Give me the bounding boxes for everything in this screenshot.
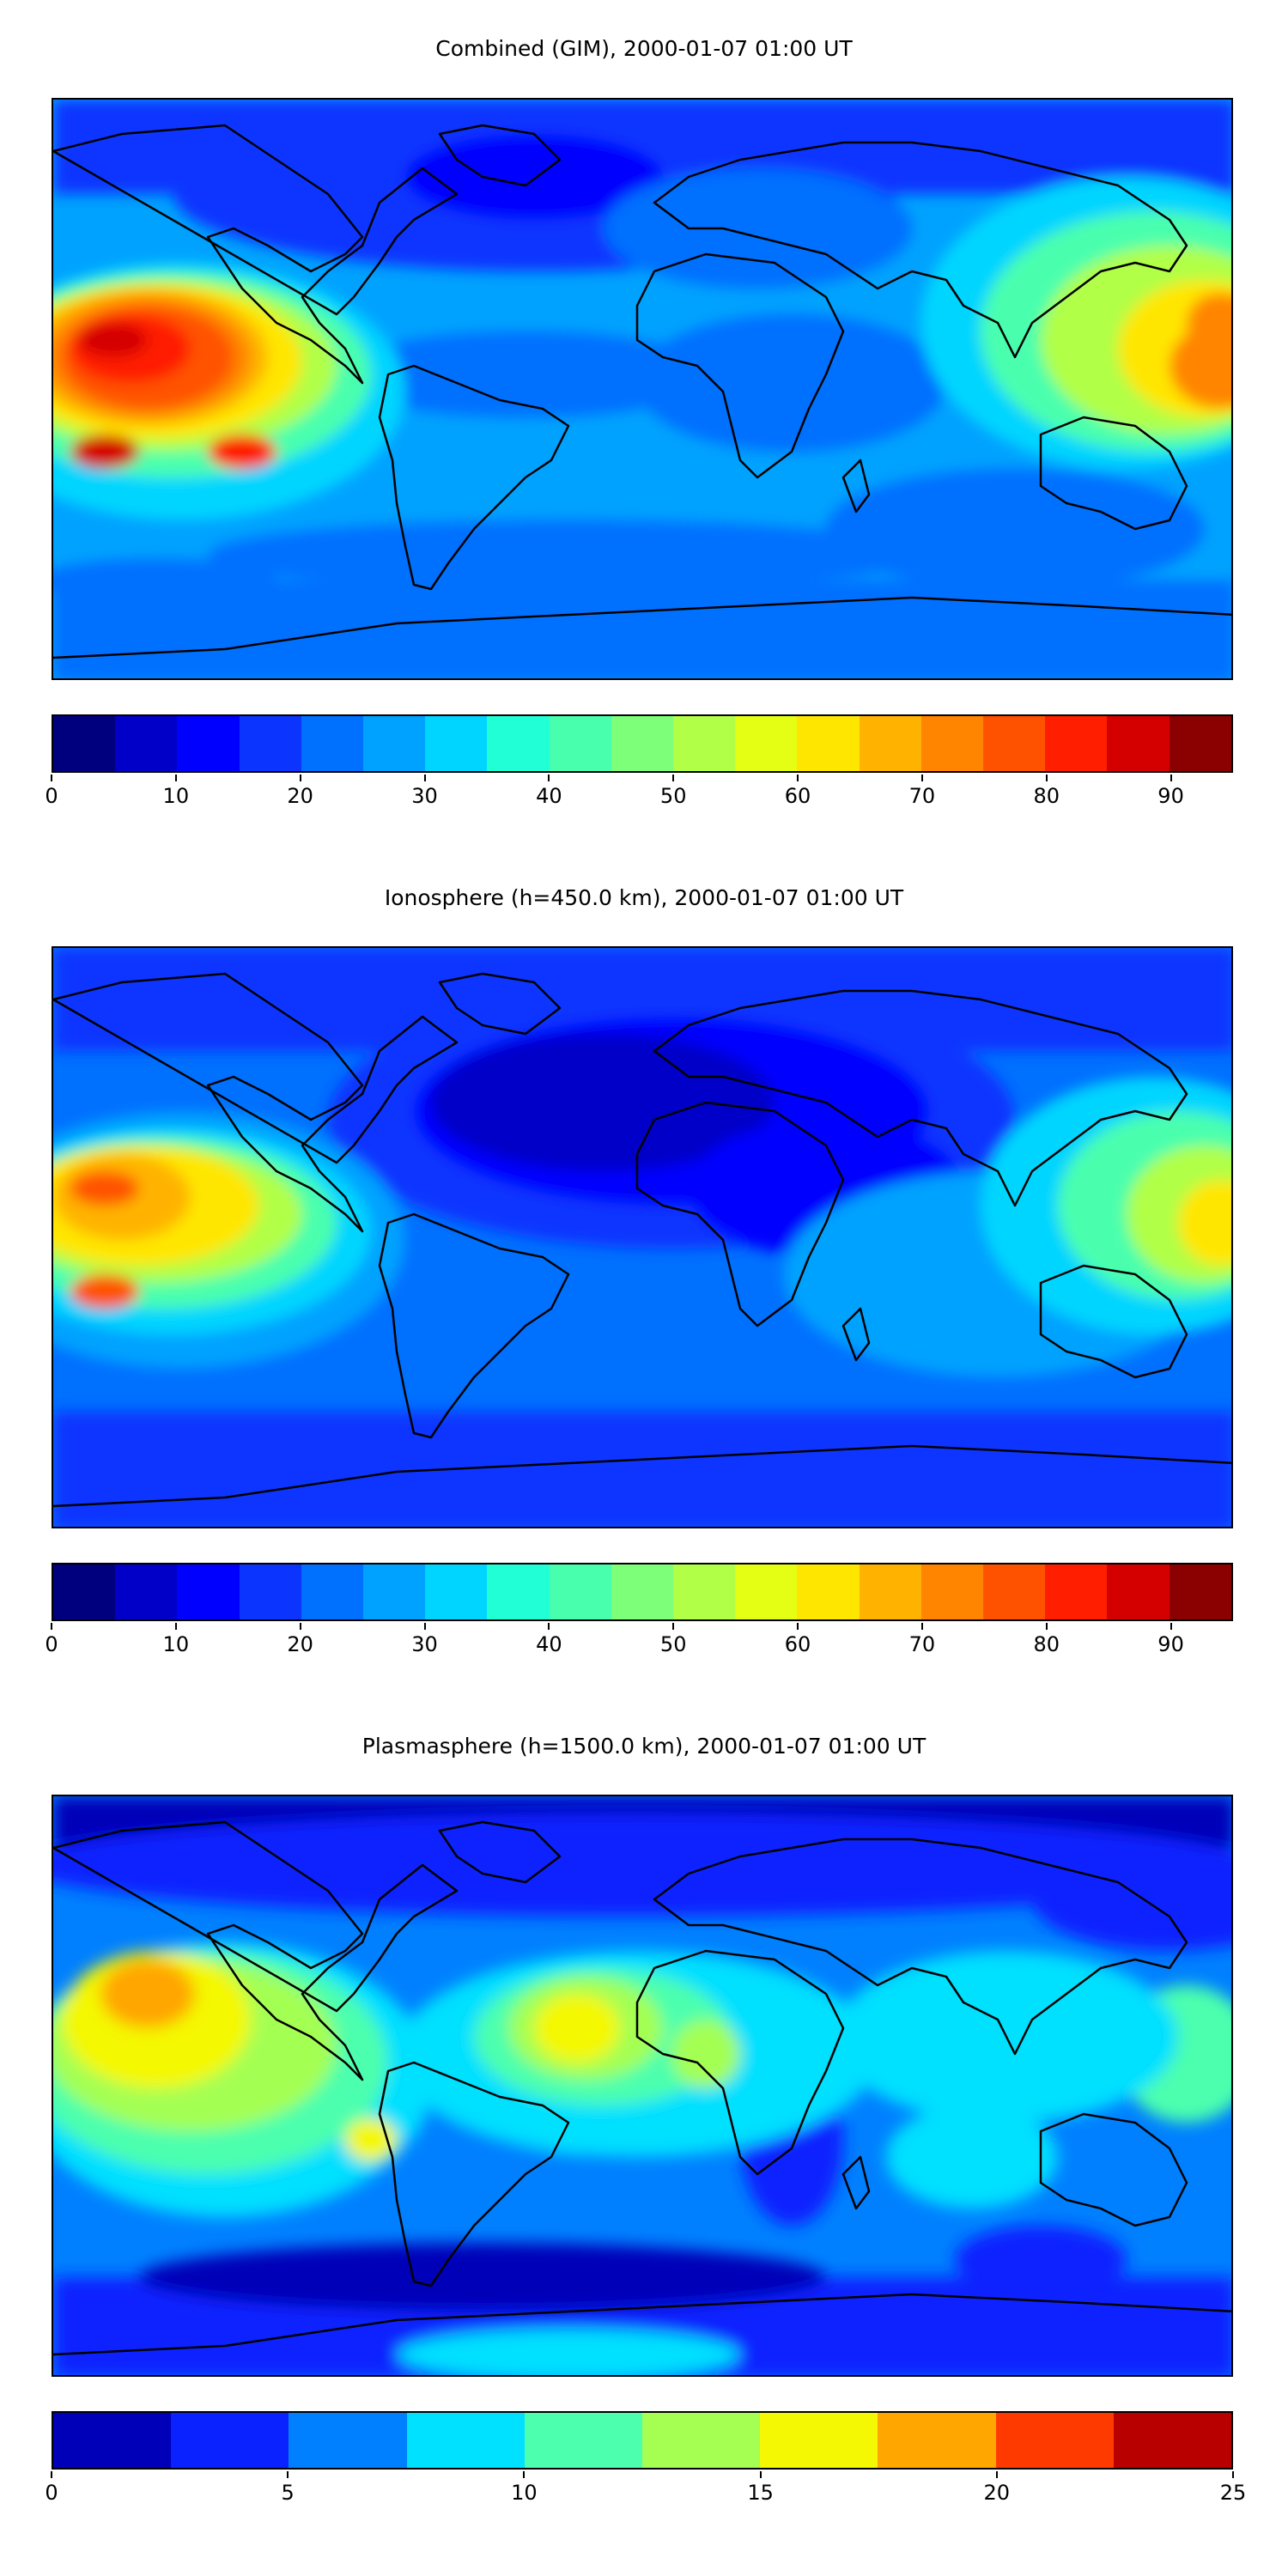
colorbar-tick-label: 10 xyxy=(162,784,190,808)
colorbar-segment xyxy=(239,1564,301,1619)
colorbar-segment xyxy=(797,716,860,771)
colorbar-segment xyxy=(53,716,116,771)
colorbar-combined xyxy=(52,714,1233,773)
colorbar-segment xyxy=(760,2413,878,2468)
colorbar-tick-label: 30 xyxy=(411,784,438,808)
colorbar-segment xyxy=(177,1564,240,1619)
colorbar-segment xyxy=(920,1564,984,1619)
colorbar-segment xyxy=(363,1564,426,1619)
colorbar-segment xyxy=(797,1564,860,1619)
colorbar-segment xyxy=(487,716,550,771)
colorbar-tick-label: 10 xyxy=(162,1632,190,1656)
colorbar-segment xyxy=(878,2413,996,2468)
map-title-combined: Combined (GIM), 2000-01-07 01:00 UT xyxy=(435,36,853,61)
colorbar-tick-label: 90 xyxy=(1157,1632,1184,1656)
colorbar-tick-label: 60 xyxy=(784,1632,811,1656)
colorbar-segment xyxy=(53,2413,172,2468)
colorbar-tick-label: 10 xyxy=(511,2481,538,2505)
colorbar-tick-label: 20 xyxy=(983,2481,1011,2505)
colorbar-ticks-ionosphere: 0 10 20 30 40 50 60 70 80 90 xyxy=(45,1623,1233,1657)
colorbar-tick-label: 20 xyxy=(287,784,313,808)
colorbar-plasmasphere xyxy=(52,2411,1233,2470)
colorbar-segment xyxy=(115,716,178,771)
contour-field xyxy=(53,948,1231,1527)
map-title-ionosphere: Ionosphere (h=450.0 km), 2000-01-07 01:0… xyxy=(384,885,904,910)
colorbar-tick-label: 50 xyxy=(659,784,687,808)
contour-field xyxy=(53,100,1231,678)
colorbar-segment xyxy=(363,716,426,771)
colorbar-segment xyxy=(1045,1564,1108,1619)
colorbar-tick-label: 60 xyxy=(784,784,811,808)
colorbar-segment xyxy=(1169,716,1231,771)
colorbar-segment xyxy=(301,716,364,771)
colorbar-tick-label: 0 xyxy=(45,784,58,808)
map-plasmasphere xyxy=(52,1795,1233,2377)
colorbar-segment xyxy=(115,1564,178,1619)
colorbar-ticks-combined: 0 10 20 30 40 50 60 70 80 90 xyxy=(45,775,1233,809)
colorbar-tick-label: 15 xyxy=(747,2481,774,2505)
map-title-plasmasphere: Plasmasphere (h=1500.0 km), 2000-01-07 0… xyxy=(361,1734,927,1759)
colorbar-segment xyxy=(1045,716,1108,771)
colorbar-segment xyxy=(859,716,921,771)
colorbar-segment xyxy=(487,1564,550,1619)
colorbar-segment xyxy=(425,1564,488,1619)
colorbar-segment xyxy=(53,1564,116,1619)
colorbar-segment xyxy=(406,2413,525,2468)
colorbar-tick-label: 5 xyxy=(281,2481,295,2505)
colorbar-segment xyxy=(239,716,301,771)
colorbar-segment xyxy=(735,716,798,771)
colorbar-segment xyxy=(611,716,674,771)
colorbar-tick-label: 0 xyxy=(45,1632,58,1656)
colorbar-segment xyxy=(920,716,984,771)
colorbar-tick-label: 70 xyxy=(908,1632,936,1656)
colorbar-ionosphere xyxy=(52,1563,1233,1621)
colorbar-segment xyxy=(289,2413,407,2468)
colorbar-segment xyxy=(859,1564,921,1619)
colorbar-segment xyxy=(177,716,240,771)
contour-field xyxy=(53,1796,1231,2375)
colorbar-segment xyxy=(549,1564,611,1619)
colorbar-tick-label: 0 xyxy=(45,2481,58,2505)
colorbar-segment xyxy=(611,1564,674,1619)
colorbar-tick-label: 40 xyxy=(536,1632,562,1656)
colorbar-segment xyxy=(1107,716,1170,771)
colorbar-ticks-plasmasphere: 0 5 10 15 20 25 xyxy=(45,2471,1246,2506)
colorbar-segment xyxy=(983,1564,1046,1619)
colorbar-tick-label: 80 xyxy=(1033,1632,1060,1656)
colorbar-tick-label: 25 xyxy=(1219,2481,1247,2505)
colorbar-segment xyxy=(425,716,488,771)
colorbar-tick-label: 70 xyxy=(908,784,936,808)
colorbar-tick-label: 90 xyxy=(1157,784,1184,808)
colorbar-tick-label: 50 xyxy=(659,1632,687,1656)
colorbar-segment xyxy=(1113,2413,1231,2468)
coastlines xyxy=(53,1820,1231,2356)
colorbar-segment xyxy=(1107,1564,1170,1619)
colorbar-segment xyxy=(171,2413,289,2468)
map-ionosphere xyxy=(52,946,1233,1528)
colorbar-segment xyxy=(995,2413,1114,2468)
map-combined xyxy=(52,98,1233,680)
colorbar-segment xyxy=(673,1564,736,1619)
colorbar-segment xyxy=(549,716,611,771)
colorbar-segment xyxy=(983,716,1046,771)
colorbar-segment xyxy=(301,1564,364,1619)
colorbar-segment xyxy=(642,2413,761,2468)
colorbar-segment xyxy=(735,1564,798,1619)
colorbar-tick-label: 80 xyxy=(1033,784,1060,808)
colorbar-segment xyxy=(673,716,736,771)
coastlines xyxy=(53,972,1231,1508)
colorbar-segment xyxy=(1169,1564,1231,1619)
coastlines xyxy=(53,124,1231,659)
colorbar-tick-label: 30 xyxy=(411,1632,438,1656)
colorbar-tick-label: 40 xyxy=(536,784,562,808)
colorbar-segment xyxy=(524,2413,643,2468)
colorbar-tick-label: 20 xyxy=(287,1632,313,1656)
